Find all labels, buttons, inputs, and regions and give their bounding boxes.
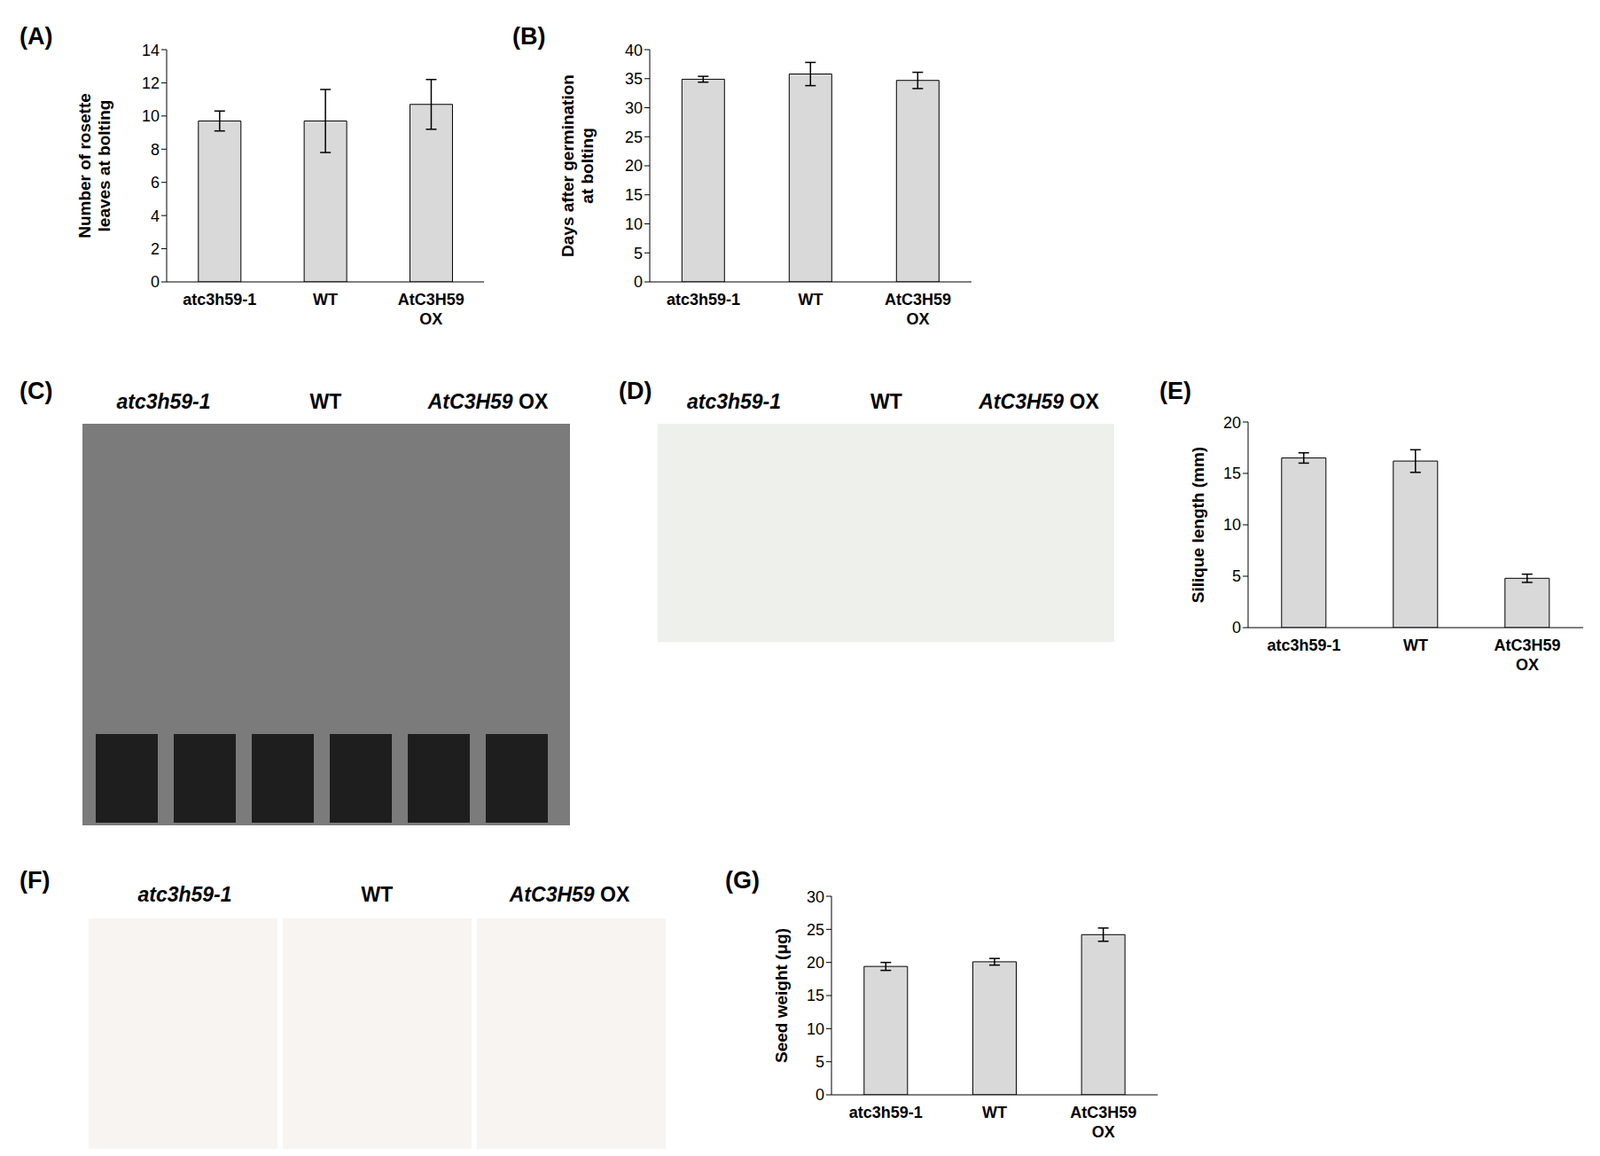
svg-text:WT: WT: [1403, 636, 1429, 655]
svg-text:WT: WT: [798, 290, 824, 309]
svg-text:2: 2: [150, 240, 160, 258]
svg-text:Silique length (mm): Silique length (mm): [1188, 446, 1208, 603]
svg-text:20: 20: [806, 953, 825, 972]
svg-text:Seed weight (μg): Seed weight (μg): [772, 928, 791, 1063]
svg-text:Days after germinationat bolti: Days after germinationat bolting: [561, 74, 597, 258]
svg-text:15: 15: [806, 986, 825, 1005]
html-text:(E): (E): [1159, 377, 1192, 405]
svg-text:atc3h59-1: atc3h59-1: [849, 1103, 923, 1122]
svg-text:15: 15: [624, 186, 643, 204]
html-text:atc3h59-1: atc3h59-1: [137, 882, 232, 906]
svg-text:20: 20: [1223, 413, 1241, 432]
html-text:WT: WT: [361, 882, 394, 906]
svg-text:atc3h59-1: atc3h59-1: [666, 290, 741, 309]
svg-text:WT: WT: [982, 1103, 1007, 1122]
svg-text:5: 5: [815, 1053, 825, 1071]
svg-text:25: 25: [624, 128, 643, 147]
html-text:atc3h59-1: atc3h59-1: [116, 390, 211, 414]
svg-text:0: 0: [1232, 618, 1241, 637]
svg-text:AtC3H59OX: AtC3H59OX: [398, 290, 465, 328]
html-text:WT: WT: [309, 390, 342, 414]
svg-text:5: 5: [633, 244, 643, 263]
svg-text:5: 5: [1232, 567, 1241, 586]
svg-text:0: 0: [150, 273, 160, 291]
svg-text:8: 8: [150, 140, 160, 159]
svg-text:10: 10: [141, 107, 160, 125]
html-text:AtC3H59 OX: AtC3H59 OX: [978, 390, 1099, 414]
svg-text:AtC3H59OX: AtC3H59OX: [1493, 636, 1561, 674]
svg-text:14: 14: [141, 41, 160, 60]
svg-text:30: 30: [624, 99, 643, 118]
html-text:(B): (B): [512, 23, 546, 50]
html-text:(D): (D): [618, 377, 652, 405]
svg-text:10: 10: [806, 1020, 825, 1039]
svg-text:12: 12: [141, 74, 160, 93]
svg-text:AtC3H59OX: AtC3H59OX: [884, 290, 952, 328]
html-text:AtC3H59 OX: AtC3H59 OX: [427, 390, 549, 414]
svg-text:0: 0: [633, 273, 643, 291]
svg-text:25: 25: [806, 920, 825, 939]
svg-text:15: 15: [1223, 464, 1241, 483]
html-text:(A): (A): [19, 23, 53, 50]
html-text:(C): (C): [19, 377, 53, 405]
svg-text:10: 10: [1223, 515, 1241, 534]
svg-text:atc3h59-1: atc3h59-1: [182, 290, 257, 309]
html-text:(G): (G): [725, 866, 760, 894]
svg-text:30: 30: [806, 888, 825, 906]
svg-text:20: 20: [624, 156, 643, 175]
svg-text:10: 10: [624, 215, 643, 234]
svg-text:35: 35: [624, 70, 643, 88]
html-text:WT: WT: [870, 390, 903, 414]
svg-text:atc3h59-1: atc3h59-1: [1266, 636, 1341, 655]
svg-text:AtC3H59OX: AtC3H59OX: [1069, 1103, 1137, 1141]
html-text:(F): (F): [19, 866, 51, 894]
svg-text:6: 6: [150, 173, 160, 192]
svg-text:4: 4: [150, 207, 160, 226]
svg-text:40: 40: [624, 41, 643, 60]
html-text:atc3h59-1: atc3h59-1: [686, 390, 782, 414]
svg-text:Number of rosetteleaves at bol: Number of rosetteleaves at bolting: [78, 93, 114, 239]
html-text:AtC3H59 OX: AtC3H59 OX: [509, 882, 630, 906]
svg-text:0: 0: [815, 1085, 825, 1104]
svg-text:WT: WT: [312, 290, 338, 309]
